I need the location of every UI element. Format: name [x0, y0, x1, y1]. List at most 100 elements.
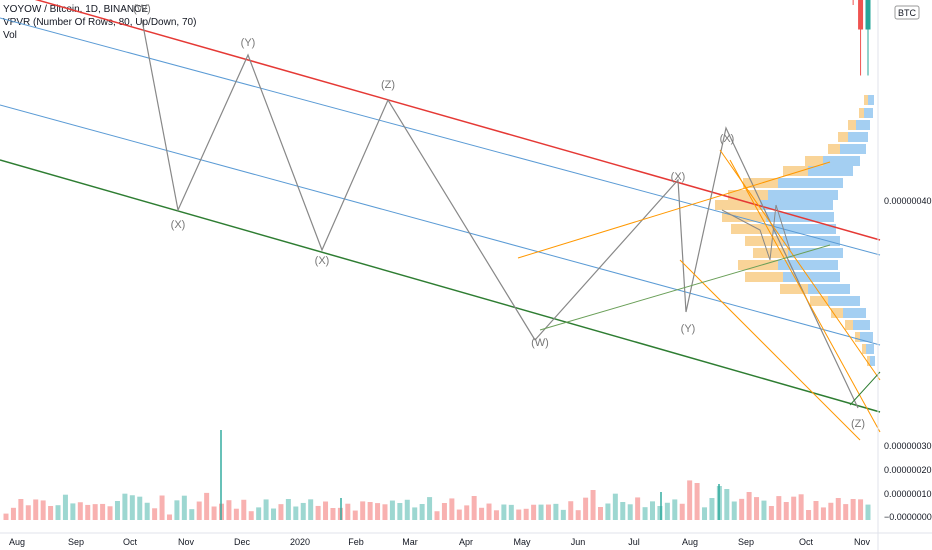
time-tick-label: Oct	[123, 537, 138, 547]
vpvr-row-up	[760, 200, 833, 210]
volume-bar	[664, 502, 670, 520]
vpvr-row-down	[780, 284, 808, 294]
volume-bar	[568, 501, 574, 520]
volume-bar	[783, 502, 789, 520]
volume-bar	[204, 492, 210, 520]
volume-bar	[642, 507, 648, 520]
volume-bar	[323, 501, 329, 520]
volume-bar	[100, 503, 106, 520]
volume-bar	[456, 509, 462, 520]
volume-bar	[48, 506, 54, 520]
vpvr-row-up	[773, 224, 836, 234]
wave-label: (X)	[171, 219, 186, 231]
volume-bar	[70, 503, 76, 520]
volume-bar	[776, 496, 782, 520]
volume-bar	[850, 499, 856, 520]
vpvr-row-up	[860, 332, 873, 342]
volume-bar	[828, 502, 834, 520]
time-tick-label: Apr	[459, 537, 473, 547]
volume-bar	[263, 499, 269, 520]
volume-bar	[768, 506, 774, 520]
volume-bar	[308, 499, 314, 520]
volume-bar	[441, 503, 447, 520]
volume-bar	[620, 502, 626, 520]
volume-bar	[360, 501, 366, 520]
orange-wedge-2	[729, 159, 881, 433]
vpvr-row-down	[848, 120, 856, 130]
volume-bar	[189, 509, 195, 520]
volume-bar	[293, 506, 299, 520]
vpvr-row-up	[840, 144, 866, 154]
volume-bar	[315, 505, 321, 520]
volume-bar	[25, 505, 31, 520]
volume-bar	[791, 496, 797, 520]
vpvr-row-up	[783, 236, 840, 246]
volume-bar	[181, 495, 187, 520]
time-tick-label: 2020	[290, 537, 310, 547]
chart-header-symbol: YOYOW / Bitcoin, 1D, BINANCE	[3, 4, 149, 15]
wave-label: (Z)	[851, 418, 865, 430]
candles	[852, 0, 871, 76]
vpvr-row-down	[783, 166, 808, 176]
volume-bar	[114, 501, 120, 520]
price-axis[interactable]: 0.000000300.000000400.000000500.00000060…	[877, 0, 932, 550]
volume-bar	[122, 493, 128, 520]
wave-label: (W)	[531, 337, 549, 349]
volume-bar	[159, 495, 165, 520]
lower-channel-blue	[0, 104, 881, 346]
volume-bar	[731, 501, 737, 520]
volume-spike	[340, 498, 342, 520]
volume-bar	[285, 499, 291, 520]
vpvr-row-up	[808, 166, 853, 176]
volume-spike	[718, 484, 720, 520]
time-tick-label: May	[513, 537, 531, 547]
volume-bar	[256, 507, 262, 520]
volume-bar	[137, 496, 143, 520]
time-axis[interactable]: Aug Sep Oct Nov Dec 2020 Feb Mar Apr May Jun Jul Aug…	[0, 532, 932, 547]
volume-bar	[144, 502, 150, 520]
vpvr-row-down	[867, 356, 870, 366]
vpvr-row-down	[855, 332, 860, 342]
currency-badge-label: BTC	[898, 8, 917, 18]
vpvr-row-down	[731, 224, 773, 234]
price-tick-label: 0.00000040	[884, 196, 932, 206]
vpvr-row-up	[843, 308, 866, 318]
volume-bar	[271, 508, 277, 520]
volume-bar	[226, 500, 232, 520]
wave-pattern-inner	[721, 204, 791, 261]
volume-bar	[107, 506, 113, 520]
time-tick-label: Oct	[799, 537, 814, 547]
volume-bar	[18, 499, 24, 520]
price-tick-label: 0.00000030	[884, 441, 932, 451]
volume-bar	[241, 499, 247, 520]
volume-bar	[724, 489, 730, 520]
vpvr-row-up	[864, 108, 873, 118]
wave-label: (X)	[671, 171, 686, 183]
volume-bar	[650, 501, 655, 520]
volume-bar	[575, 510, 581, 520]
vpvr-row-down	[805, 156, 823, 166]
volume-bar	[493, 510, 499, 520]
chart-header-indicator: VPVR (Number Of Rows, 80, Up/Down, 70)	[3, 17, 197, 28]
vpvr-row-up	[870, 356, 875, 366]
volume-bar	[248, 511, 254, 520]
volume-bar	[553, 503, 559, 520]
vpvr-row-down	[862, 344, 866, 354]
time-tick-label: Nov	[854, 537, 871, 547]
time-tick-label: Aug	[682, 537, 698, 547]
volume-bar	[679, 503, 685, 520]
volume-bar	[196, 501, 202, 520]
vpvr-row-down	[859, 108, 864, 118]
volume-bar	[55, 505, 61, 520]
vpvr-row-up	[823, 156, 860, 166]
vpvr-row-down	[745, 272, 783, 282]
wave-label: (X)	[720, 133, 735, 145]
volume-tick-label: −0.00000000	[884, 512, 932, 522]
vpvr-row-up	[808, 284, 850, 294]
volume-bar	[211, 506, 217, 520]
volume-spike	[220, 430, 222, 520]
volume-bar	[3, 513, 9, 520]
volume-profile	[715, 95, 875, 366]
volume-bar	[590, 490, 596, 520]
